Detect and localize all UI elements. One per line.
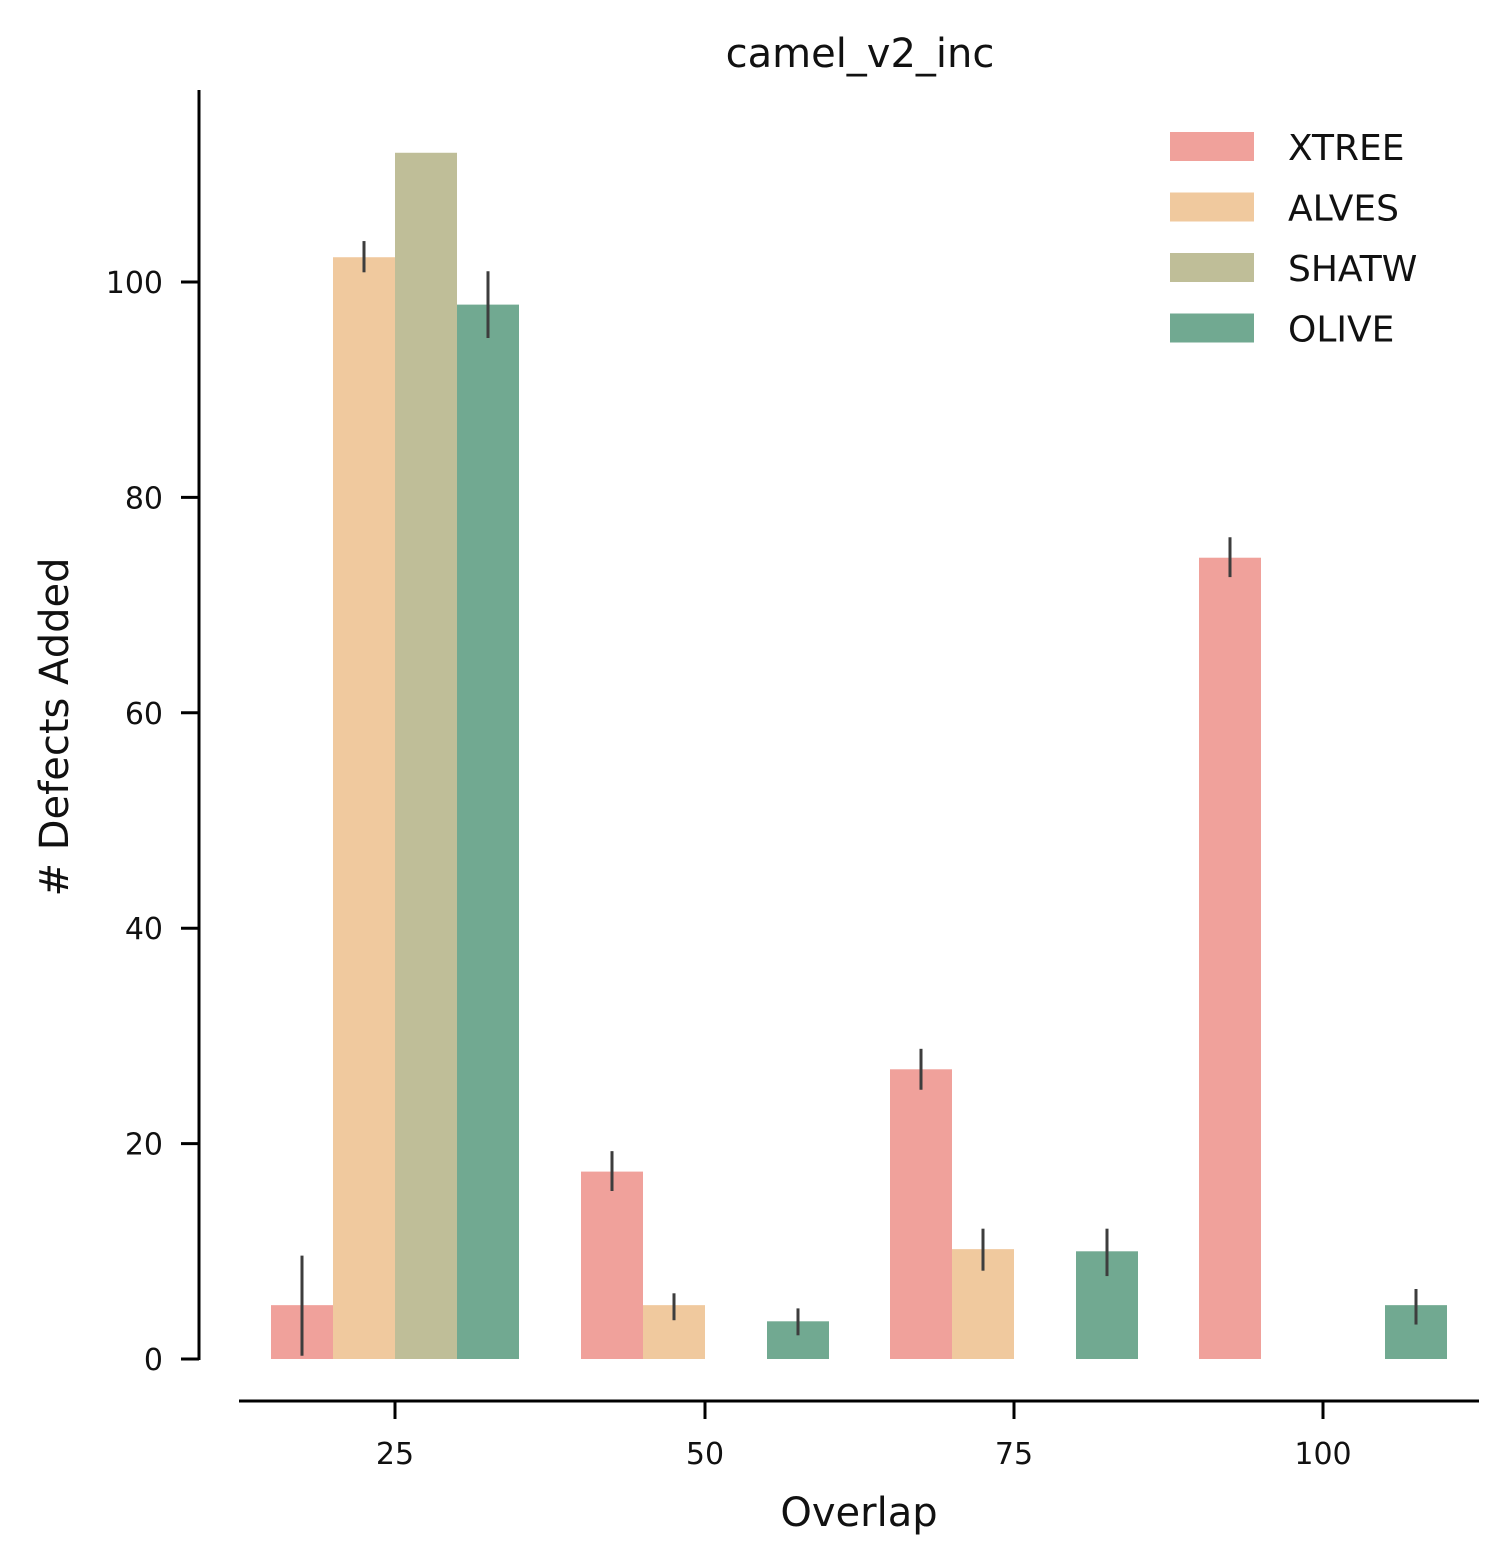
legend-label-olive: OLIVE [1288,310,1394,351]
error-bars [300,241,1418,1356]
legend-swatch-alves [1170,192,1254,222]
y-tick-label: 20 [125,1128,163,1163]
bar-shatw-25 [395,152,457,1359]
bar-xtree-100 [1199,557,1261,1359]
x-tick-label: 75 [995,1437,1033,1472]
legend-label-shatw: SHATW [1288,249,1417,290]
legend-swatch-olive [1170,313,1254,343]
x-tick-label: 50 [686,1437,724,1472]
x-tick-label: 25 [376,1437,414,1472]
x-ticks: 25 50 75 100 [376,1401,1352,1472]
legend-label-xtree: XTREE [1288,128,1405,169]
legend: XTREE ALVES SHATW OLIVE [1170,128,1417,351]
y-tick-label: 60 [125,697,163,732]
y-ticks: 0 20 40 60 80 100 [106,266,199,1378]
bars [271,152,1447,1360]
y-tick-label: 40 [125,912,163,947]
y-axis-label: # Defects Added [32,557,78,896]
chart-title: camel_v2_inc [726,31,995,77]
bar-xtree-50 [581,1171,643,1359]
x-axis-label: Overlap [780,1490,937,1536]
x-tick-label: 100 [1294,1437,1351,1472]
legend-swatch-shatw [1170,253,1254,282]
y-tick-label: 80 [125,481,163,516]
y-tick-label: 0 [144,1343,163,1378]
bar-olive-25 [457,304,519,1360]
legend-label-alves: ALVES [1288,189,1399,230]
bar-alves-25 [333,257,395,1359]
bar-xtree-75 [890,1069,952,1359]
legend-swatch-xtree [1170,132,1254,161]
y-tick-label: 100 [106,266,163,301]
